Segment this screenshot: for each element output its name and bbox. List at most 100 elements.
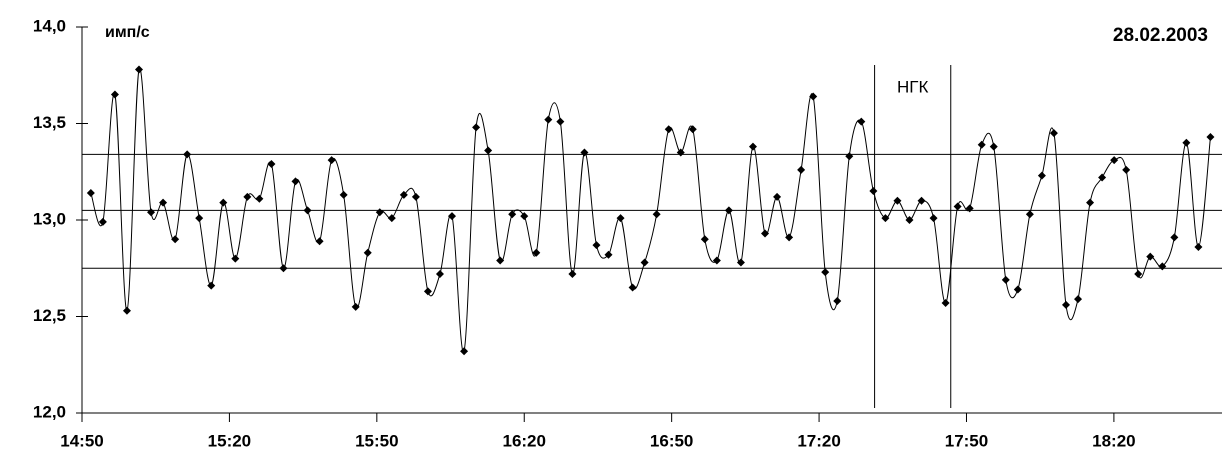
data-point <box>712 256 721 265</box>
data-point <box>122 306 131 315</box>
data-point <box>279 264 288 273</box>
data-point <box>1061 300 1070 309</box>
data-point <box>785 233 794 242</box>
data-point <box>110 90 119 99</box>
data-point <box>387 214 396 223</box>
data-point <box>255 194 264 203</box>
data-point <box>905 216 914 224</box>
data-point <box>339 190 348 199</box>
y-tick-label: 12,0 <box>33 402 66 421</box>
data-point <box>833 297 842 306</box>
data-point <box>1001 275 1010 284</box>
data-point <box>1049 129 1058 138</box>
data-point <box>941 298 950 307</box>
y-tick-label: 13,0 <box>33 209 66 228</box>
data-point <box>1074 295 1083 304</box>
data-point <box>773 192 782 201</box>
data-point <box>399 190 408 199</box>
data-point <box>1134 270 1143 279</box>
data-point <box>411 192 420 201</box>
data-point <box>640 258 649 267</box>
data-point <box>1158 262 1167 271</box>
data-point <box>472 123 481 132</box>
data-point <box>315 237 324 246</box>
data-point <box>1146 252 1155 261</box>
data-point <box>327 156 336 165</box>
data-point <box>821 268 830 277</box>
data-point <box>231 254 240 263</box>
data-point <box>171 235 180 244</box>
x-tick-label: 15:50 <box>355 431 398 450</box>
data-point <box>1086 198 1095 207</box>
data-point <box>748 142 757 151</box>
y-tick-label: 12,5 <box>33 306 66 325</box>
data-point <box>1182 138 1191 147</box>
data-point <box>460 347 469 356</box>
data-point <box>448 212 457 221</box>
data-point <box>893 196 902 205</box>
data-point <box>1122 165 1131 174</box>
annotation: НГК <box>897 77 928 96</box>
data-point <box>556 117 565 126</box>
data-point <box>929 214 938 223</box>
data-point <box>1098 173 1107 182</box>
data-point <box>1013 285 1022 294</box>
data-point <box>1206 133 1215 142</box>
data-point <box>604 250 613 259</box>
data-point <box>869 187 878 196</box>
data-point <box>147 208 156 217</box>
data-point <box>243 192 252 201</box>
data-point <box>592 241 601 250</box>
data-point <box>989 142 998 151</box>
y-axis-label: имп/с <box>105 24 150 41</box>
data-point <box>1170 233 1179 242</box>
data-point <box>965 204 974 213</box>
data-point <box>195 214 204 223</box>
data-point <box>98 217 107 226</box>
x-tick-label: 17:20 <box>797 431 840 450</box>
data-point <box>207 281 216 290</box>
data-point <box>616 214 625 223</box>
data-point <box>761 229 770 238</box>
data-point <box>544 115 553 124</box>
data-point <box>917 196 926 205</box>
data-point <box>1037 171 1046 180</box>
data-point <box>520 212 529 221</box>
data-point <box>86 188 95 197</box>
data-point <box>484 146 493 155</box>
data-point <box>351 302 360 311</box>
data-point <box>664 125 673 134</box>
data-point <box>857 117 866 126</box>
data-point <box>135 65 143 74</box>
data-point <box>423 287 432 296</box>
data-point <box>797 165 806 174</box>
data-point <box>291 177 300 186</box>
x-tick-label: 14:50 <box>60 431 103 450</box>
data-point <box>688 125 697 134</box>
data-point <box>183 150 192 159</box>
data-point <box>700 235 709 244</box>
x-tick-label: 16:50 <box>650 431 693 450</box>
data-point <box>676 148 685 157</box>
data-point <box>363 248 372 257</box>
data-point <box>219 198 228 207</box>
data-point <box>881 214 890 223</box>
data-point <box>1194 243 1203 252</box>
data-point <box>267 160 276 169</box>
data-point <box>628 283 637 292</box>
data-point <box>303 206 312 215</box>
y-tick-label: 13,5 <box>33 113 66 132</box>
data-point <box>809 92 818 101</box>
data-point <box>652 210 661 219</box>
data-point <box>724 206 733 215</box>
x-tick-label: 17:50 <box>945 431 988 450</box>
x-tick-label: 18:20 <box>1092 431 1135 450</box>
data-point <box>1110 156 1119 165</box>
x-tick-label: 15:20 <box>208 431 251 450</box>
data-point <box>375 208 384 217</box>
data-point <box>845 152 854 161</box>
data-point <box>568 270 577 279</box>
data-point <box>508 210 517 219</box>
data-point <box>435 270 444 279</box>
